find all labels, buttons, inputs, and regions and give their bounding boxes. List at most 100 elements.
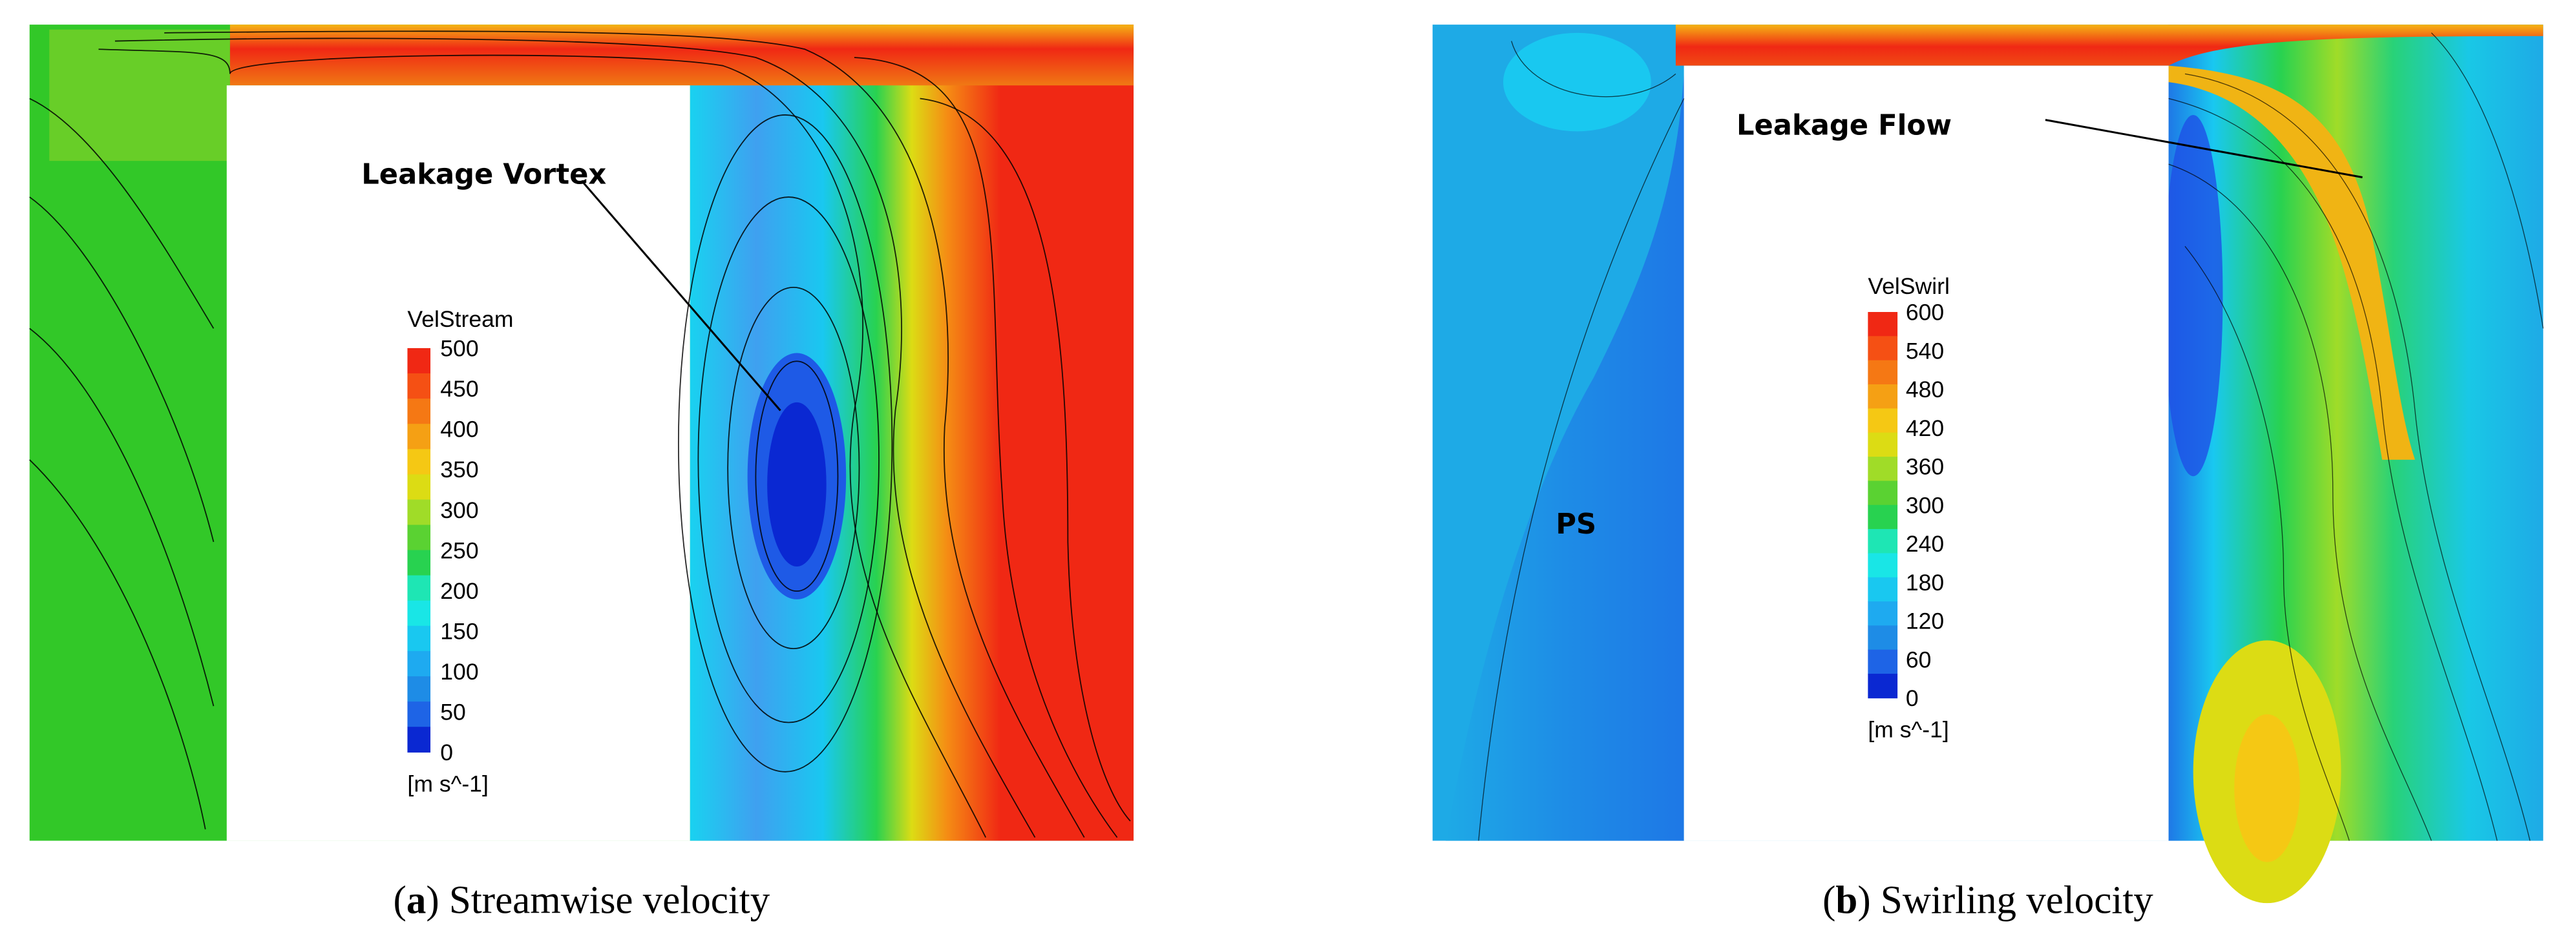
field [2234,714,2300,862]
streamlines [29,30,1131,838]
streamline [920,98,1131,822]
field [2168,65,2415,460]
legend-tick-label: 0 [1906,685,1919,711]
legend-tick-label: 360 [1906,454,1944,480]
annotation: Leakage Vortex [361,159,606,191]
colorbar-band [407,348,431,374]
legend-tick-label: 350 [440,457,478,483]
iso-line [2168,98,2498,841]
streamline [29,459,206,829]
colorbar-band [1868,625,1898,650]
streamline [677,114,893,773]
colorbar-band [1868,481,1898,506]
colorbar-band [1868,601,1898,627]
caption-part: ) Streamwise velocity [426,878,770,922]
legend-unit: [m s^-1] [1868,716,1948,742]
panel-a-field [29,25,1134,841]
legend-tick-label: 180 [1906,570,1944,596]
legend-tick-label: 450 [440,376,478,402]
colorbar-band [407,449,431,475]
field [2163,114,2223,477]
vortex-core [767,402,827,567]
iso-line [2168,163,2432,841]
legend-tick-label: 240 [1906,531,1944,557]
colorbar-band [407,499,431,526]
streamline [98,48,987,838]
iso-line [2184,245,2350,841]
colorbar-band [1868,504,1898,530]
legend-tick-label: 150 [440,618,478,644]
field [1446,74,1684,841]
blade [226,85,690,841]
colorbar-band [407,701,431,727]
colorbar-band [1868,577,1898,602]
field [1503,32,1651,132]
legend-tick-label: 400 [440,417,478,442]
colorbar-band [407,399,431,424]
colorbar-band [1868,312,1898,337]
iso-line [2431,32,2544,329]
legend-tick-label: 250 [440,537,478,563]
legend-tick-label: 60 [1906,647,1932,672]
legend: VelStream500450400350300250200150100500[… [407,306,514,796]
caption-part: ( [1822,878,1835,922]
legend-tick-label: 600 [1906,300,1944,326]
caption-part: ) Swirling velocity [1857,878,2153,922]
streamline [29,196,215,543]
caption: (a) Streamwise velocity [394,878,770,922]
colorbar-band [407,650,431,677]
colorbar-band [407,424,431,450]
caption-part: ( [394,878,406,922]
legend-tick-label: 100 [440,659,478,685]
legend-tick-label: 50 [440,699,466,725]
caption-label: a [406,878,426,922]
colorbar-band [407,727,431,753]
iso-line [1511,41,1676,98]
colorbar-band [407,676,431,702]
colorbar-band [1868,553,1898,578]
iso-line [2184,73,2531,841]
streamline [727,286,860,650]
colorbar-band [1868,360,1898,385]
legend-tick-label: 500 [440,336,478,362]
legend-tick-label: 300 [1906,492,1944,518]
streamline [854,57,1118,838]
annotation: PS [1556,508,1596,541]
caption-label: b [1835,878,1857,922]
iso-lines [1478,32,2544,841]
legend-tick-label: 480 [1906,377,1944,402]
colorbar-band [1868,432,1898,457]
colorbar-band [1868,336,1898,361]
legend-tick-label: 120 [1906,608,1944,634]
annotation: Leakage Flow [1737,109,1952,141]
legend-title: VelSwirl [1868,273,1950,299]
colorbar-band [407,600,431,627]
field [229,25,1134,86]
legend-tick-label: 0 [440,740,453,765]
colorbar-band [407,550,431,576]
legend-tick-label: 300 [440,497,478,523]
colorbar-band [1868,408,1898,433]
legend-tick-label: 200 [440,578,478,604]
legend-tick-label: 540 [1906,338,1944,364]
colorbar-band [407,575,431,601]
panel-b-field [1432,25,2544,904]
streamline [29,98,215,329]
field [1675,25,2544,66]
colorbar-band [1868,384,1898,410]
legend: VelSwirl600540480420360300240180120600[m… [1868,273,1950,742]
legend-tick-label: 420 [1906,415,1944,441]
streamline [755,360,839,592]
legend-unit: [m s^-1] [407,771,488,796]
blade [1684,65,2169,841]
leader-line [580,180,781,411]
leader-line [2045,119,2363,179]
colorbar-band [1868,457,1898,482]
colorbar-band [407,524,431,551]
colorbar-band [407,474,431,501]
streamline [697,196,880,723]
streamline [114,37,1036,838]
legend-title: VelStream [407,306,513,332]
